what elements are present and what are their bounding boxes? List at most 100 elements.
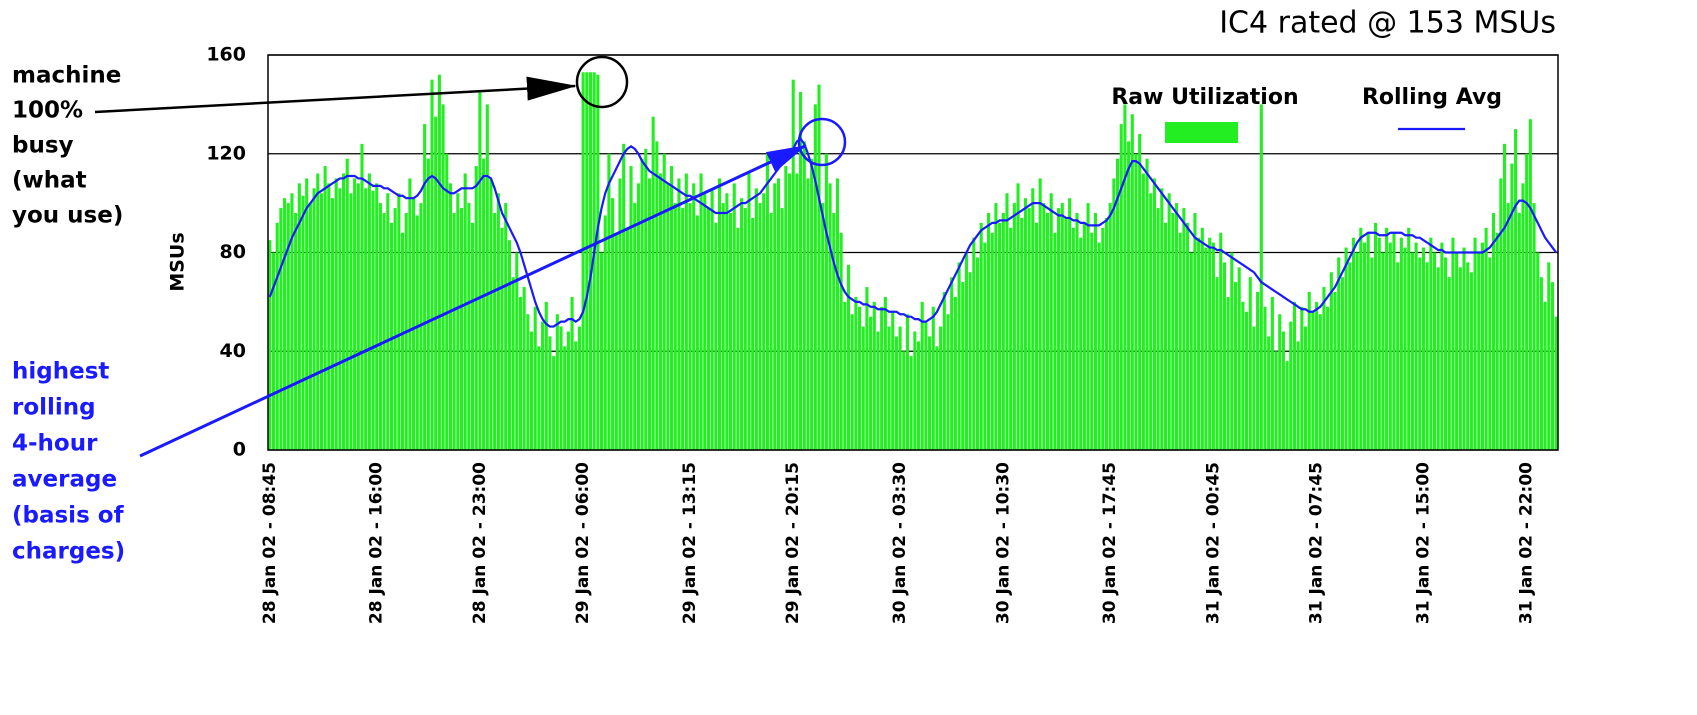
bar bbox=[489, 178, 493, 450]
bar bbox=[1480, 242, 1484, 450]
bar bbox=[471, 222, 475, 450]
bar bbox=[271, 252, 276, 450]
bar bbox=[968, 272, 972, 450]
bar bbox=[1550, 282, 1555, 450]
bar bbox=[1374, 222, 1378, 450]
bar bbox=[1370, 257, 1374, 450]
bar bbox=[290, 193, 294, 450]
bar bbox=[588, 72, 593, 450]
bar bbox=[316, 173, 320, 450]
bar bbox=[1326, 306, 1330, 450]
bar bbox=[1045, 213, 1050, 450]
bar bbox=[1539, 277, 1543, 450]
bar bbox=[1289, 321, 1293, 450]
busy-arrow bbox=[94, 76, 577, 114]
bar bbox=[1344, 247, 1348, 450]
bar bbox=[1547, 262, 1551, 450]
bar bbox=[600, 252, 604, 450]
bar bbox=[382, 213, 386, 450]
bar bbox=[658, 173, 663, 450]
bar bbox=[625, 227, 629, 450]
bar bbox=[1366, 232, 1370, 450]
bar bbox=[1455, 252, 1459, 450]
annotation-line: you use) bbox=[12, 203, 123, 229]
bar bbox=[1355, 252, 1359, 450]
bar bbox=[456, 193, 460, 450]
bar bbox=[1536, 252, 1540, 450]
bar bbox=[1469, 272, 1473, 450]
bar bbox=[378, 203, 382, 450]
y-tick-label: 40 bbox=[220, 340, 246, 362]
bars bbox=[268, 72, 1558, 450]
x-tick-label: 29 Jan 02 - 13:15 bbox=[680, 462, 700, 624]
bar bbox=[1274, 351, 1278, 450]
bar bbox=[1517, 213, 1521, 450]
bar bbox=[1425, 262, 1429, 450]
bar bbox=[747, 173, 751, 450]
bar bbox=[1200, 227, 1204, 450]
bar bbox=[776, 178, 781, 450]
bar bbox=[987, 213, 991, 450]
plot-frame bbox=[267, 54, 1559, 451]
bar bbox=[323, 166, 327, 450]
bar bbox=[607, 153, 611, 450]
bar bbox=[751, 217, 755, 450]
bar bbox=[1440, 242, 1444, 450]
bar bbox=[1031, 188, 1035, 450]
bar bbox=[441, 104, 445, 450]
bar bbox=[920, 301, 924, 450]
bar bbox=[386, 193, 390, 450]
bar bbox=[467, 203, 471, 450]
bar bbox=[695, 215, 699, 450]
bar bbox=[1108, 203, 1112, 450]
x-tick-label: 28 Jan 02 - 08:45 bbox=[260, 462, 280, 624]
bar bbox=[684, 173, 688, 450]
bar bbox=[529, 331, 534, 450]
bar bbox=[924, 321, 928, 450]
bar bbox=[1256, 292, 1260, 450]
bar bbox=[854, 296, 858, 450]
bar bbox=[1219, 232, 1223, 450]
bar bbox=[802, 141, 806, 450]
legend-label: Raw Utilization bbox=[1111, 85, 1298, 110]
bar bbox=[1388, 242, 1392, 450]
bar bbox=[821, 203, 825, 450]
bar bbox=[1156, 208, 1160, 450]
bar bbox=[1263, 306, 1267, 450]
bar bbox=[279, 208, 283, 450]
bar bbox=[1381, 252, 1385, 450]
bar bbox=[618, 178, 622, 450]
bar bbox=[1163, 222, 1168, 450]
bar bbox=[692, 183, 696, 450]
bar bbox=[515, 252, 519, 450]
bar bbox=[1034, 222, 1039, 450]
bar bbox=[1197, 237, 1201, 450]
bar bbox=[1141, 173, 1145, 450]
bar bbox=[393, 208, 397, 450]
bar bbox=[787, 173, 792, 450]
bar bbox=[839, 232, 843, 450]
bar bbox=[850, 314, 854, 450]
bar bbox=[939, 326, 943, 450]
bar bbox=[1075, 213, 1079, 450]
bar bbox=[1322, 287, 1326, 450]
bar bbox=[353, 178, 357, 450]
bar bbox=[1484, 227, 1488, 450]
bar bbox=[636, 183, 640, 450]
bar bbox=[872, 301, 876, 450]
bar bbox=[283, 198, 287, 450]
bar bbox=[596, 74, 600, 450]
bar bbox=[1278, 314, 1282, 450]
bar bbox=[931, 306, 935, 450]
x-tick-label: 28 Jan 02 - 23:00 bbox=[470, 462, 490, 624]
bar bbox=[327, 183, 331, 450]
bar bbox=[463, 173, 467, 450]
bar bbox=[1079, 237, 1083, 450]
bar bbox=[1333, 292, 1337, 450]
bar bbox=[1237, 267, 1241, 450]
bar bbox=[1208, 237, 1212, 450]
bar bbox=[647, 178, 652, 450]
bar bbox=[1248, 277, 1252, 450]
bar bbox=[412, 198, 416, 450]
